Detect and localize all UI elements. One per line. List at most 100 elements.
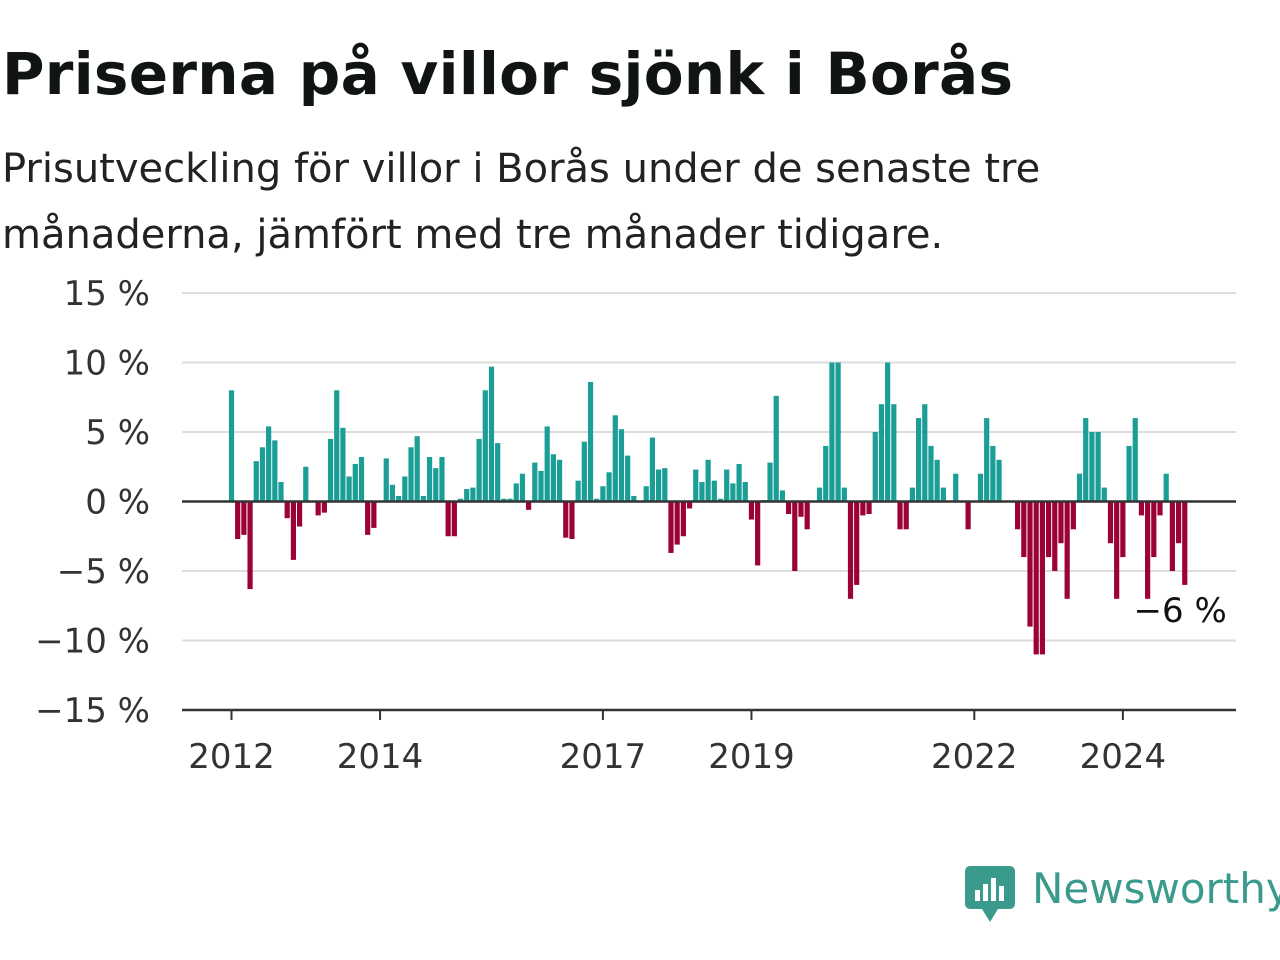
bar xyxy=(1120,501,1126,558)
bar xyxy=(1114,501,1120,599)
bar xyxy=(303,466,309,502)
bar xyxy=(903,501,909,530)
bar xyxy=(816,487,823,502)
bar xyxy=(272,440,278,502)
bar xyxy=(625,455,631,502)
bar xyxy=(693,469,699,502)
bar xyxy=(538,470,544,502)
x-tick-label: 2022 xyxy=(931,737,1018,777)
bar xyxy=(674,501,680,545)
bar xyxy=(600,486,606,502)
bar xyxy=(371,501,377,528)
bar xyxy=(1033,501,1039,655)
bar xyxy=(779,490,786,502)
bar xyxy=(1070,501,1076,530)
bar xyxy=(680,501,686,537)
bar xyxy=(1015,501,1021,530)
bar xyxy=(711,480,717,502)
bar xyxy=(247,501,253,590)
bar xyxy=(878,404,885,502)
bar xyxy=(327,438,334,502)
bar xyxy=(643,486,649,502)
bar xyxy=(358,457,365,502)
bar xyxy=(501,498,507,502)
bar xyxy=(389,484,396,502)
bar xyxy=(1169,501,1175,571)
bar xyxy=(773,395,779,502)
bar xyxy=(1052,501,1058,571)
bar xyxy=(612,415,618,502)
bar xyxy=(383,458,389,502)
y-tick-label: 0 % xyxy=(85,483,150,523)
bar xyxy=(755,501,761,566)
newsworthy-logo: Newsworthy xyxy=(964,862,1280,926)
bar xyxy=(977,473,984,502)
bar xyxy=(656,469,662,502)
bar xyxy=(1138,501,1145,516)
bar xyxy=(1126,445,1132,502)
bar xyxy=(940,487,946,502)
bar xyxy=(829,362,835,502)
bar xyxy=(1039,501,1045,655)
bar xyxy=(346,476,352,502)
bar xyxy=(1107,501,1114,544)
chart-subtitle: Prisutveckling för villor i Borås under … xyxy=(2,146,1041,258)
bar-chart: 15 % 10 % 5 % 0 % −5 % −10 % −15 % 2012 2014 2017… xyxy=(35,274,1236,777)
bar xyxy=(724,469,730,502)
x-tick-label: 2024 xyxy=(1080,737,1167,777)
bar xyxy=(569,501,575,540)
bar xyxy=(451,501,457,537)
bar xyxy=(984,418,990,502)
x-tick-label: 2012 xyxy=(188,737,275,777)
bar xyxy=(519,473,526,502)
newsworthy-logo-icon xyxy=(965,866,1015,922)
bar xyxy=(476,438,482,502)
bar xyxy=(915,418,922,502)
bar xyxy=(507,498,513,502)
bar xyxy=(550,454,556,502)
x-tick-label: 2017 xyxy=(560,737,647,777)
bar xyxy=(532,462,538,502)
bar xyxy=(1095,432,1101,502)
bar xyxy=(823,445,829,502)
y-tick-label: −15 % xyxy=(35,691,150,731)
bar xyxy=(457,498,464,502)
bar xyxy=(235,501,241,540)
bar xyxy=(897,501,903,530)
bar xyxy=(767,462,773,502)
bar xyxy=(284,501,290,519)
bar xyxy=(990,445,996,502)
bar xyxy=(1021,501,1027,558)
bar xyxy=(872,432,878,502)
bar xyxy=(606,472,612,502)
bar xyxy=(841,487,847,502)
bar xyxy=(278,482,284,502)
bar xyxy=(420,495,426,502)
bar xyxy=(1145,501,1151,599)
bar xyxy=(482,390,488,502)
bar xyxy=(649,437,656,502)
bar xyxy=(835,362,841,502)
bar xyxy=(556,459,563,502)
brand-name: Newsworthy xyxy=(1032,864,1280,913)
bar xyxy=(748,501,755,520)
bar xyxy=(928,445,934,502)
bar xyxy=(786,501,792,515)
bar xyxy=(315,501,321,516)
x-tick-label: 2019 xyxy=(708,737,795,777)
bar xyxy=(1083,418,1089,502)
bar xyxy=(668,501,674,553)
y-tick-label: 5 % xyxy=(85,413,150,453)
y-tick-label: −5 % xyxy=(57,552,150,592)
bar xyxy=(1045,501,1052,558)
bar xyxy=(891,404,897,502)
bar xyxy=(334,390,340,502)
chart-title: Priserna på villor sjönk i Borås xyxy=(2,40,1014,108)
bar xyxy=(922,404,928,502)
bar xyxy=(662,468,668,502)
bar xyxy=(1089,432,1095,502)
bar xyxy=(488,366,495,502)
bar xyxy=(253,461,259,502)
bar xyxy=(965,501,971,530)
bar xyxy=(996,459,1002,502)
